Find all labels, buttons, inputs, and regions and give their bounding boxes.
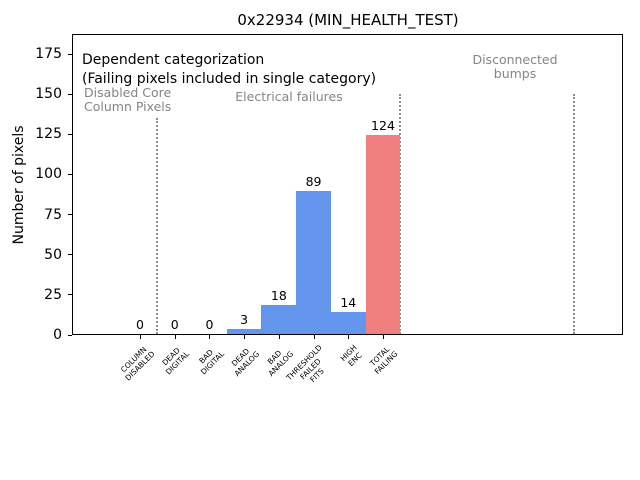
- bar-value-label: 14: [340, 294, 357, 310]
- x-tick: [174, 335, 176, 339]
- x-tick-label: DEAD ANALOG: [229, 346, 261, 379]
- bar-value-label: 3: [240, 312, 249, 328]
- x-tick-label: TOTAL FAILING: [368, 344, 400, 377]
- x-tick-label: THRESHOLD FAILED FITS: [284, 343, 326, 385]
- x-tick: [278, 335, 280, 339]
- y-tick-label: 100: [35, 166, 62, 183]
- y-tick: [68, 93, 72, 95]
- chart-title: 0x22934 (MIN_HEALTH_TEST): [237, 11, 459, 29]
- bar: [226, 329, 262, 334]
- x-tick-label: HIGH ENC: [338, 343, 364, 369]
- bar-value-label: 0: [136, 317, 144, 332]
- bar-value-label: 89: [305, 174, 322, 190]
- y-tick: [68, 53, 72, 55]
- y-tick-label: 25: [44, 286, 62, 303]
- x-tick: [244, 335, 246, 339]
- bar: [296, 191, 331, 334]
- bar: [365, 134, 401, 334]
- section-divider-dotted-line: [156, 118, 159, 334]
- x-tick-label: DEAD DIGITAL: [160, 345, 192, 377]
- y-tick: [68, 133, 72, 135]
- y-tick-label: 175: [35, 46, 62, 62]
- bar-value-label: 124: [371, 117, 395, 133]
- bar-value-label: 18: [270, 288, 287, 304]
- bar: [330, 311, 366, 334]
- annotation-disabled-core-column-pixels: Disabled Core Column Pixels: [84, 85, 172, 114]
- y-axis-label: Number of pixels: [11, 125, 27, 245]
- bar-value-label: 0: [170, 317, 179, 332]
- plot-area: [72, 34, 623, 335]
- y-tick-label: 125: [35, 126, 62, 143]
- annotation-disconnected-bumps: Disconnected bumps: [472, 52, 558, 81]
- y-tick: [68, 254, 72, 256]
- x-tick-label: BAD DIGITAL: [197, 347, 227, 377]
- y-tick-label: 75: [44, 206, 62, 223]
- y-tick-label: 0: [53, 327, 62, 343]
- x-tick: [140, 335, 141, 339]
- annotation-dependent-categorization: Dependent categorization: [82, 52, 265, 68]
- y-tick: [68, 214, 72, 216]
- y-tick: [68, 294, 72, 296]
- section-divider-dotted-line: [572, 94, 575, 334]
- y-tick: [68, 173, 72, 175]
- annotation-electrical-failures: Electrical failures: [235, 89, 343, 104]
- bar-value-label: 0: [205, 317, 214, 332]
- y-tick-label: 50: [44, 246, 62, 263]
- section-divider-dotted-line: [399, 94, 402, 334]
- x-tick: [313, 335, 315, 339]
- y-tick-label: 150: [35, 86, 62, 103]
- x-tick: [382, 335, 384, 339]
- x-tick: [348, 335, 350, 339]
- x-tick: [209, 335, 211, 339]
- x-tick-label: COLUMN DISABLED: [119, 344, 157, 383]
- bar: [261, 305, 297, 334]
- annotation-failing-note: (Failing pixels included in single categ…: [82, 71, 377, 87]
- y-tick: [68, 334, 72, 336]
